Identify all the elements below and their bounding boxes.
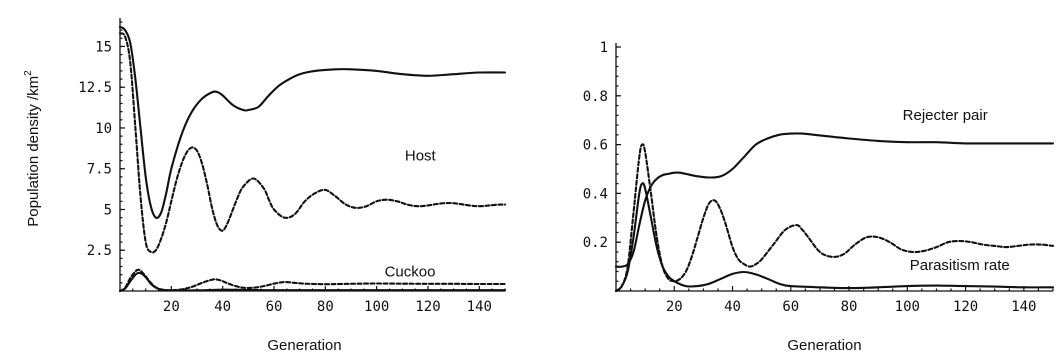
y-tick-label: 12.5 [78,80,112,96]
x-tick-label: 80 [317,299,334,315]
series-line-3 [118,268,507,293]
series-line-2 [118,271,507,293]
chart-population-density: 20 40 60 80 100 120 140 2.5 5 7.5 10 12.5 15 Populat… [23,18,507,354]
series-line-0 [614,132,1055,268]
x-axis-title: Generation [267,337,341,354]
y-tick-label: 7.5 [87,162,112,178]
x-tick-label: 100 [895,299,920,315]
y-tick-label: 5 [104,202,112,218]
x-tick-label: 20 [666,299,683,315]
x-tick-label: 100 [364,299,389,315]
x-tick-label: 120 [415,299,440,315]
chart-rejecter-parasitism: 20 40 60 80 100 120 140 0.2 0.4 0.6 0.8 1 Generatio… [583,40,1055,354]
annotation-cuckoo: Cuckoo [385,263,436,280]
series-line-1 [118,32,507,254]
y-tick-label: 0.2 [583,235,608,251]
series-line-2 [614,143,1055,293]
x-tick-label: 60 [266,299,283,315]
y-tick-label: 10 [95,121,112,137]
ticks-layer: 20 40 60 80 100 120 140 2.5 5 7.5 10 12.5 15 [78,21,506,315]
y-axis-title-text: Population density /km [25,76,42,227]
y-tick-label: 1 [600,40,608,56]
y-tick-label: 0.4 [583,186,608,202]
series-line-0 [118,25,507,219]
y-tick-label: 0.6 [583,138,608,154]
x-tick-label: 20 [163,299,180,315]
x-tick-label: 40 [724,299,741,315]
series-line-1 [614,182,1055,293]
y-tick-label: 15 [95,39,112,55]
y-axis-title: Population density /km2 [23,70,42,227]
x-tick-label: 140 [1011,299,1036,315]
x-tick-label: 120 [953,299,978,315]
x-tick-label: 80 [841,299,858,315]
x-axis-title: Generation [787,337,861,354]
y-tick-label: 0.8 [583,89,608,105]
y-tick-label: 2.5 [87,243,112,259]
y-axis-title-superscript: 2 [23,70,34,76]
annotation-host: Host [405,148,437,165]
x-tick-label: 60 [782,299,799,315]
annotation-rejecter-pair: Rejecter pair [903,107,988,124]
ticks-layer: 20 40 60 80 100 120 140 0.2 0.4 0.6 0.8 1 [583,40,1054,315]
annotation-parasitism-rate: Parasitism rate [910,257,1010,274]
x-tick-label: 140 [467,299,492,315]
x-tick-label: 40 [214,299,231,315]
series-layer [118,25,507,293]
